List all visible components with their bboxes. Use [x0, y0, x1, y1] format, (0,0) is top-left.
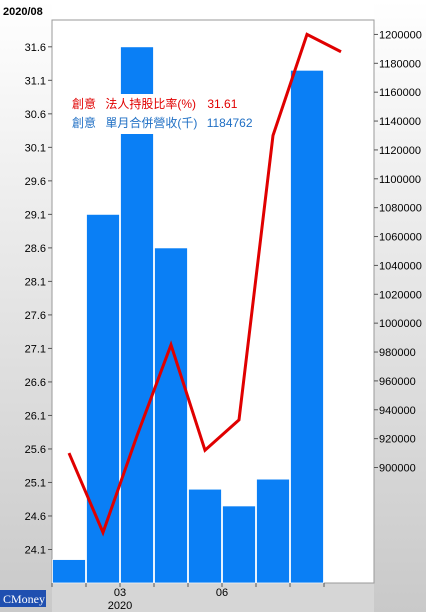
bar — [154, 247, 188, 584]
y-left-tick-label: 28.6 — [25, 243, 46, 255]
y-right-tick-label: 1020000 — [379, 289, 422, 301]
legend-1-series: 法人持股比率(%) — [105, 96, 196, 111]
y-right-tick-label: 1000000 — [379, 318, 422, 330]
bars — [52, 46, 324, 584]
right-axis-panel — [374, 0, 426, 612]
y-left-tick-label: 26.1 — [25, 410, 46, 422]
y-left-tick-label: 27.1 — [25, 343, 46, 355]
y-axis-right: 900000 920000 940000 960000 980000 1000000 102… — [374, 29, 422, 475]
legend-2-stock: 創意 — [72, 115, 96, 130]
y-left-tick-label: 26.6 — [25, 377, 46, 389]
brand-label: CMoney — [3, 592, 45, 606]
bar — [222, 505, 256, 584]
y-left-tick-label: 30.1 — [25, 142, 46, 154]
legend-line-1: 創意 法人持股比率(%) 31.61 — [72, 96, 238, 111]
y-left-tick-label: 31.1 — [25, 75, 46, 87]
revenue-line — [67, 32, 342, 537]
y-right-tick-label: 1100000 — [379, 174, 421, 186]
bar — [290, 69, 324, 584]
y-left-tick-label: 25.6 — [25, 444, 46, 456]
y-left-tick-label: 24.1 — [25, 544, 46, 556]
y-right-tick-label: 940000 — [379, 405, 416, 417]
legend-2-value: 1184762 — [207, 116, 253, 130]
y-left-tick-label: 29.6 — [25, 176, 46, 188]
y-right-tick-label: 1200000 — [379, 29, 422, 41]
y-right-tick-label: 920000 — [379, 434, 416, 446]
date-label: 2020/08 — [3, 6, 43, 18]
left-axis-panel — [0, 0, 52, 612]
y-right-tick-label: 1140000 — [379, 116, 421, 128]
y-right-tick-label: 1060000 — [379, 232, 422, 244]
y-right-tick-label: 1160000 — [379, 87, 421, 99]
bottom-axis-panel — [52, 583, 374, 612]
x-year-label: 2020 — [108, 600, 132, 612]
bar — [52, 559, 86, 584]
y-right-tick-label: 1180000 — [379, 58, 421, 70]
y-axis-left: 24.1 24.6 25.1 25.6 26.1 26.6 27.1 27.6 28.1 28.6… — [25, 42, 52, 556]
bar — [86, 213, 120, 584]
bar — [256, 478, 290, 584]
bar — [120, 46, 154, 584]
legend-1-stock: 創意 — [72, 96, 96, 111]
brand-box — [0, 590, 46, 607]
legend-1-value: 31.61 — [207, 97, 237, 111]
y-right-tick-label: 1080000 — [379, 203, 422, 215]
y-right-tick-label: 980000 — [379, 347, 416, 359]
bar — [188, 488, 222, 584]
y-right-tick-label: 960000 — [379, 376, 416, 388]
legend-line-2: 創意 單月合併營收(千) 1184762 — [72, 115, 253, 130]
x-axis: 03 06 2020 — [51, 583, 325, 612]
y-left-tick-label: 30.6 — [25, 109, 46, 121]
y-left-tick-label: 27.6 — [25, 310, 46, 322]
y-right-tick-label: 1120000 — [379, 145, 421, 157]
y-left-tick-label: 25.1 — [25, 477, 46, 489]
y-right-tick-label: 1040000 — [379, 260, 422, 272]
legend-2-series: 單月合併營收(千) — [105, 115, 197, 130]
legend-background — [68, 94, 252, 134]
revenue-line-path — [67, 32, 342, 537]
y-left-tick-label: 31.6 — [25, 42, 46, 54]
y-left-tick-label: 24.6 — [25, 511, 46, 523]
legend-box: 創意 法人持股比率(%) 31.61 創意 單月合併營收(千) 1184762 — [68, 94, 253, 134]
x-tick-label: 06 — [216, 587, 228, 599]
x-tick-label: 03 — [114, 587, 126, 599]
y-left-tick-label: 29.1 — [25, 209, 46, 221]
y-left-tick-label: 28.1 — [25, 276, 46, 288]
y-right-tick-label: 900000 — [379, 463, 416, 475]
